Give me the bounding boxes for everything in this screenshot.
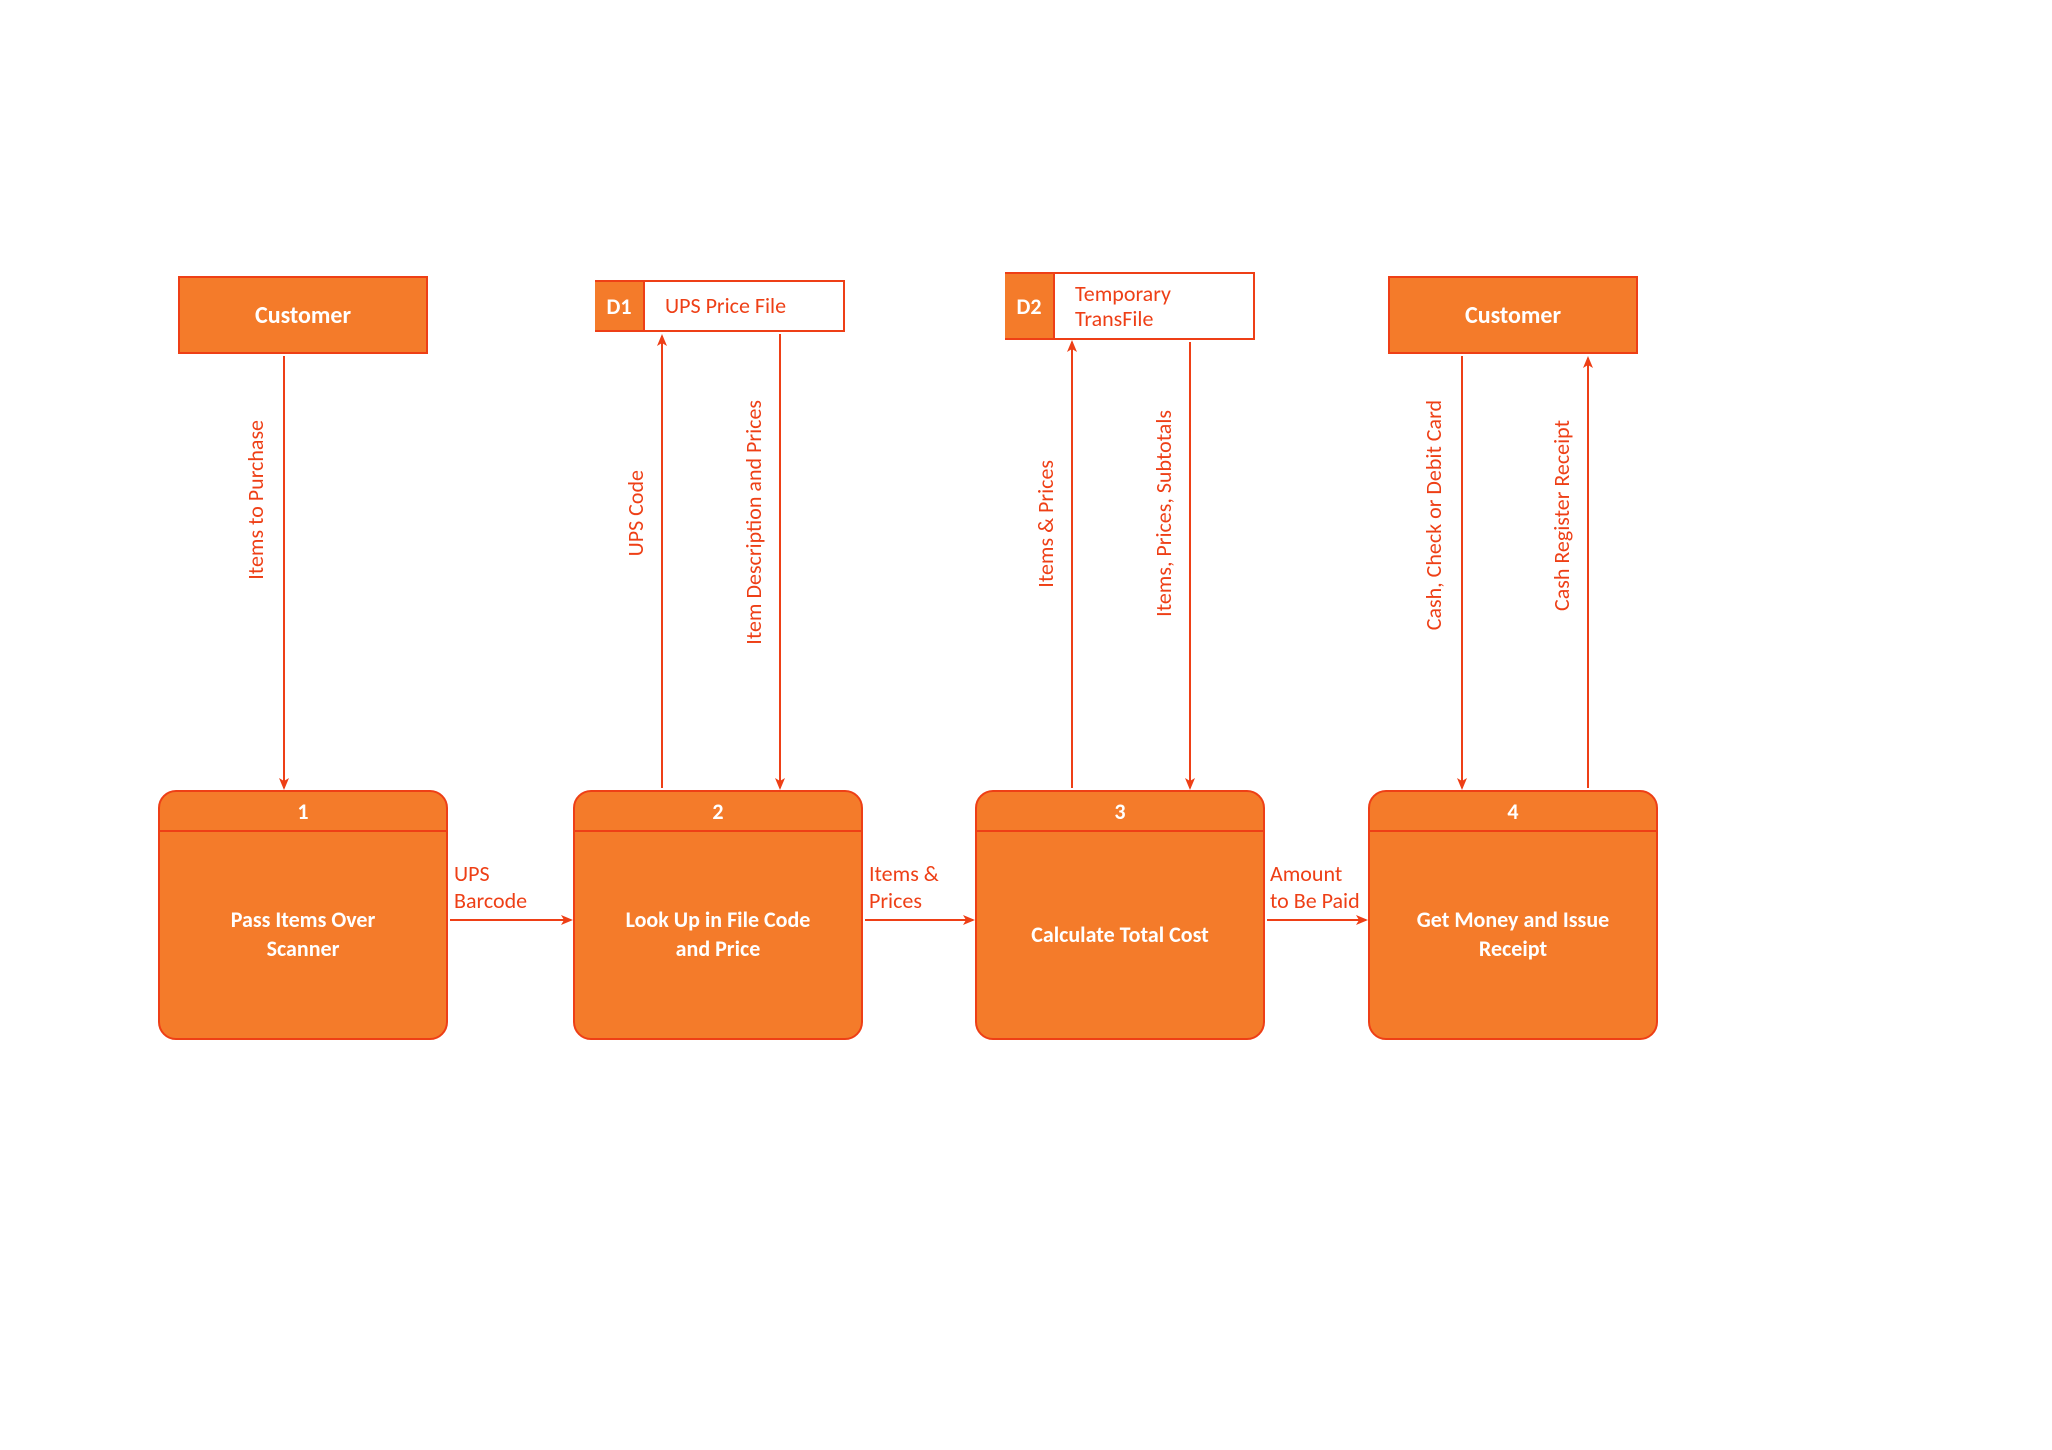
entity-customer-right: Customer — [1388, 276, 1638, 354]
process-number-3: 3 — [977, 792, 1263, 832]
flow-label-f10: Amount to Be Paid — [1270, 860, 1360, 914]
datastore-label-d1: UPS Price File — [645, 282, 843, 330]
datastore-d2: D2Temporary TransFile — [1005, 272, 1255, 340]
datastore-label-d2: Temporary TransFile — [1055, 274, 1253, 338]
flow-label-f9: Items & Prices — [869, 860, 939, 914]
flow-label-f6: Cash, Check or Debit Card — [1420, 400, 1447, 630]
process-2: 2Look Up in File Code and Price — [573, 790, 863, 1040]
flow-label-f7: Cash Register Receipt — [1548, 420, 1575, 611]
flow-label-f4: Items & Prices — [1032, 460, 1059, 588]
process-number-4: 4 — [1370, 792, 1656, 832]
flow-label-f5: Items, Prices, Subtotals — [1150, 410, 1177, 617]
process-4: 4Get Money and Issue Receipt — [1368, 790, 1658, 1040]
process-3: 3Calculate Total Cost — [975, 790, 1265, 1040]
datastore-id-d2: D2 — [1005, 274, 1055, 338]
flow-label-f3: Item Description and Prices — [740, 400, 767, 645]
flow-label-f1: Items to Purchase — [242, 420, 269, 580]
dfd-canvas: Customer Customer D1UPS Price File D2Tempo… — [0, 0, 2052, 1450]
process-label-3: Calculate Total Cost — [977, 832, 1263, 1038]
process-1: 1Pass Items Over Scanner — [158, 790, 448, 1040]
process-number-2: 2 — [575, 792, 861, 832]
flow-label-f8: UPS Barcode — [454, 860, 527, 914]
process-label-2: Look Up in File Code and Price — [575, 832, 861, 1038]
arrows-layer — [0, 0, 2052, 1450]
process-number-1: 1 — [160, 792, 446, 832]
entity-customer-left: Customer — [178, 276, 428, 354]
flow-label-f2: UPS Code — [622, 470, 649, 556]
datastore-id-d1: D1 — [595, 282, 645, 330]
process-label-4: Get Money and Issue Receipt — [1370, 832, 1656, 1038]
datastore-d1: D1UPS Price File — [595, 280, 845, 332]
process-label-1: Pass Items Over Scanner — [160, 832, 446, 1038]
